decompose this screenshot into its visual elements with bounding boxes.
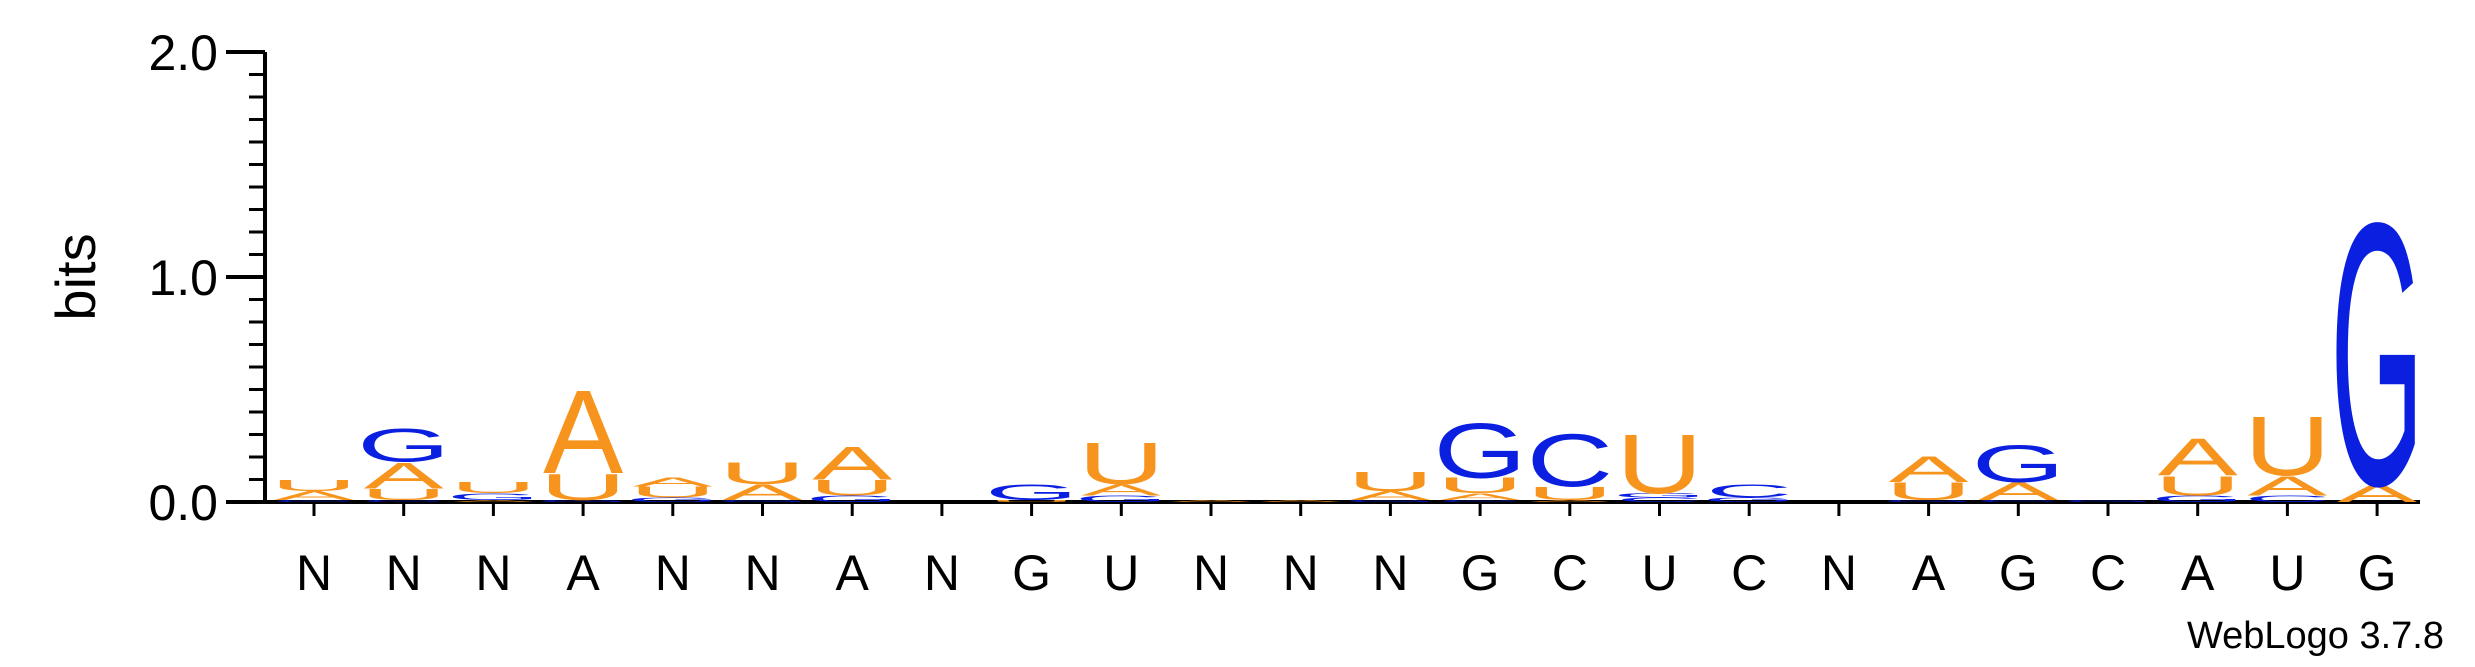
position-label: N [655, 545, 691, 601]
logo-letter-u: U [719, 456, 806, 491]
logo-letter-g: G [2330, 145, 2423, 564]
logo-letter-c: C [1975, 499, 2062, 502]
logo-letter-g: G [626, 496, 719, 503]
logo-letter-g: G [1703, 496, 1796, 503]
y-minor-ticks [249, 73, 265, 481]
logo-letter-g: G [357, 420, 450, 472]
position-label: U [1641, 545, 1677, 601]
logo-letter-u: U [1526, 483, 1613, 504]
position-label: N [744, 545, 780, 601]
footer-credit: WebLogo 3.7.8 [2187, 615, 2444, 657]
position-label: N [1193, 545, 1229, 601]
logo-letter-a: A [274, 489, 354, 503]
logo-letter-g: G [2061, 499, 2154, 502]
logo-letter-u: U [540, 466, 627, 508]
logo-letter-g: G [1075, 494, 1168, 504]
logo-letter-g: G [447, 491, 540, 501]
logo-letter-a: A [633, 475, 713, 489]
logo-letter-c: C [271, 499, 358, 502]
logo-letter-a: A [1171, 499, 1252, 502]
logo-letter-g: G [1972, 434, 2065, 494]
y-axis-title: bits [44, 233, 107, 320]
logo-letter-g: G [2151, 494, 2244, 504]
logo-letter-g: G [1433, 407, 1526, 494]
logo-letter-a: A [812, 438, 892, 490]
logo-letter-u: U [2154, 470, 2241, 501]
logo-letter-u: U [988, 499, 1075, 502]
position-label: A [566, 545, 600, 601]
logo-letter-a: A [1440, 491, 1520, 501]
logo-letter-a: A [543, 366, 623, 498]
logo-letter-c: C [2244, 494, 2331, 504]
logo-letter-a: A [1350, 489, 1430, 503]
logo-letter-g: G [536, 499, 629, 502]
logo-letter-a: A [1978, 478, 2058, 506]
logo-letter-a: A [1889, 448, 1970, 490]
logo-letter-g: G [716, 499, 809, 502]
logo-letter-a: A [364, 455, 445, 497]
logo-letter-c: C [1616, 496, 1703, 503]
logo-letter-a: A [453, 499, 534, 502]
position-label: A [836, 545, 870, 601]
logo-letter-u: U [1616, 417, 1703, 511]
position-label: U [2269, 545, 2305, 601]
logo-letter-g: G [1882, 499, 1975, 502]
logo-letter-g: G [1344, 499, 1437, 502]
y-axis: 0.0 1.0 2.0 bits [44, 25, 267, 531]
logo-letter-a: A [1081, 481, 1161, 498]
x-axis-ticks [312, 502, 2379, 516]
logo-letter-u: U [360, 486, 447, 503]
logo-letter-c: C [1437, 499, 1524, 502]
position-label: N [924, 545, 960, 601]
logo-letter-u: U [271, 477, 358, 494]
logo-letter-u: U [1347, 466, 1434, 497]
logo-letter-u: U [629, 484, 716, 501]
logo-letter-a: A [2247, 470, 2327, 501]
position-label: C [2090, 545, 2126, 601]
logo-letter-c: C [1706, 481, 1793, 502]
position-label: C [1731, 545, 1767, 601]
position-label: N [1283, 545, 1319, 601]
position-label: N [1821, 545, 1857, 601]
logo-letter-u: U [809, 476, 896, 500]
logo-letter-a: A [2158, 427, 2238, 487]
y-tick-label: 1.0 [148, 250, 218, 306]
position-label: A [2181, 545, 2215, 601]
logo-letter-g: G [806, 494, 899, 504]
logo-letter-a: A [2337, 480, 2417, 508]
logo-letter-u: U [1078, 431, 1165, 497]
logo-letter-u: U [1885, 478, 1972, 506]
logo-letter-a: A [722, 480, 803, 504]
position-label: N [1372, 545, 1408, 601]
logo-letter-g: G [1613, 492, 1706, 499]
logo-letter-a: A [1261, 499, 1342, 502]
logo-letter-u: U [1437, 473, 1524, 497]
position-label: C [1552, 545, 1588, 601]
logo-letter-u: U [450, 479, 537, 496]
logo-letter-a: A [1530, 499, 1611, 502]
position-label: N [475, 545, 511, 601]
position-label: G [1012, 545, 1051, 601]
position-label: A [1912, 545, 1946, 601]
position-label: N [386, 545, 422, 601]
position-label: U [1103, 545, 1139, 601]
y-tick-label: 0.0 [148, 475, 218, 531]
position-label: G [1461, 545, 1500, 601]
position-label: G [2358, 545, 2397, 601]
y-tick-label: 2.0 [148, 25, 218, 81]
logo-letter-c: C [360, 499, 447, 502]
position-label: G [1999, 545, 2038, 601]
logo-letter-u: U [2244, 399, 2331, 493]
logo-letter-c: C [1526, 419, 1613, 503]
logo-letter-g: G [985, 480, 1078, 504]
position-label: N [296, 545, 332, 601]
